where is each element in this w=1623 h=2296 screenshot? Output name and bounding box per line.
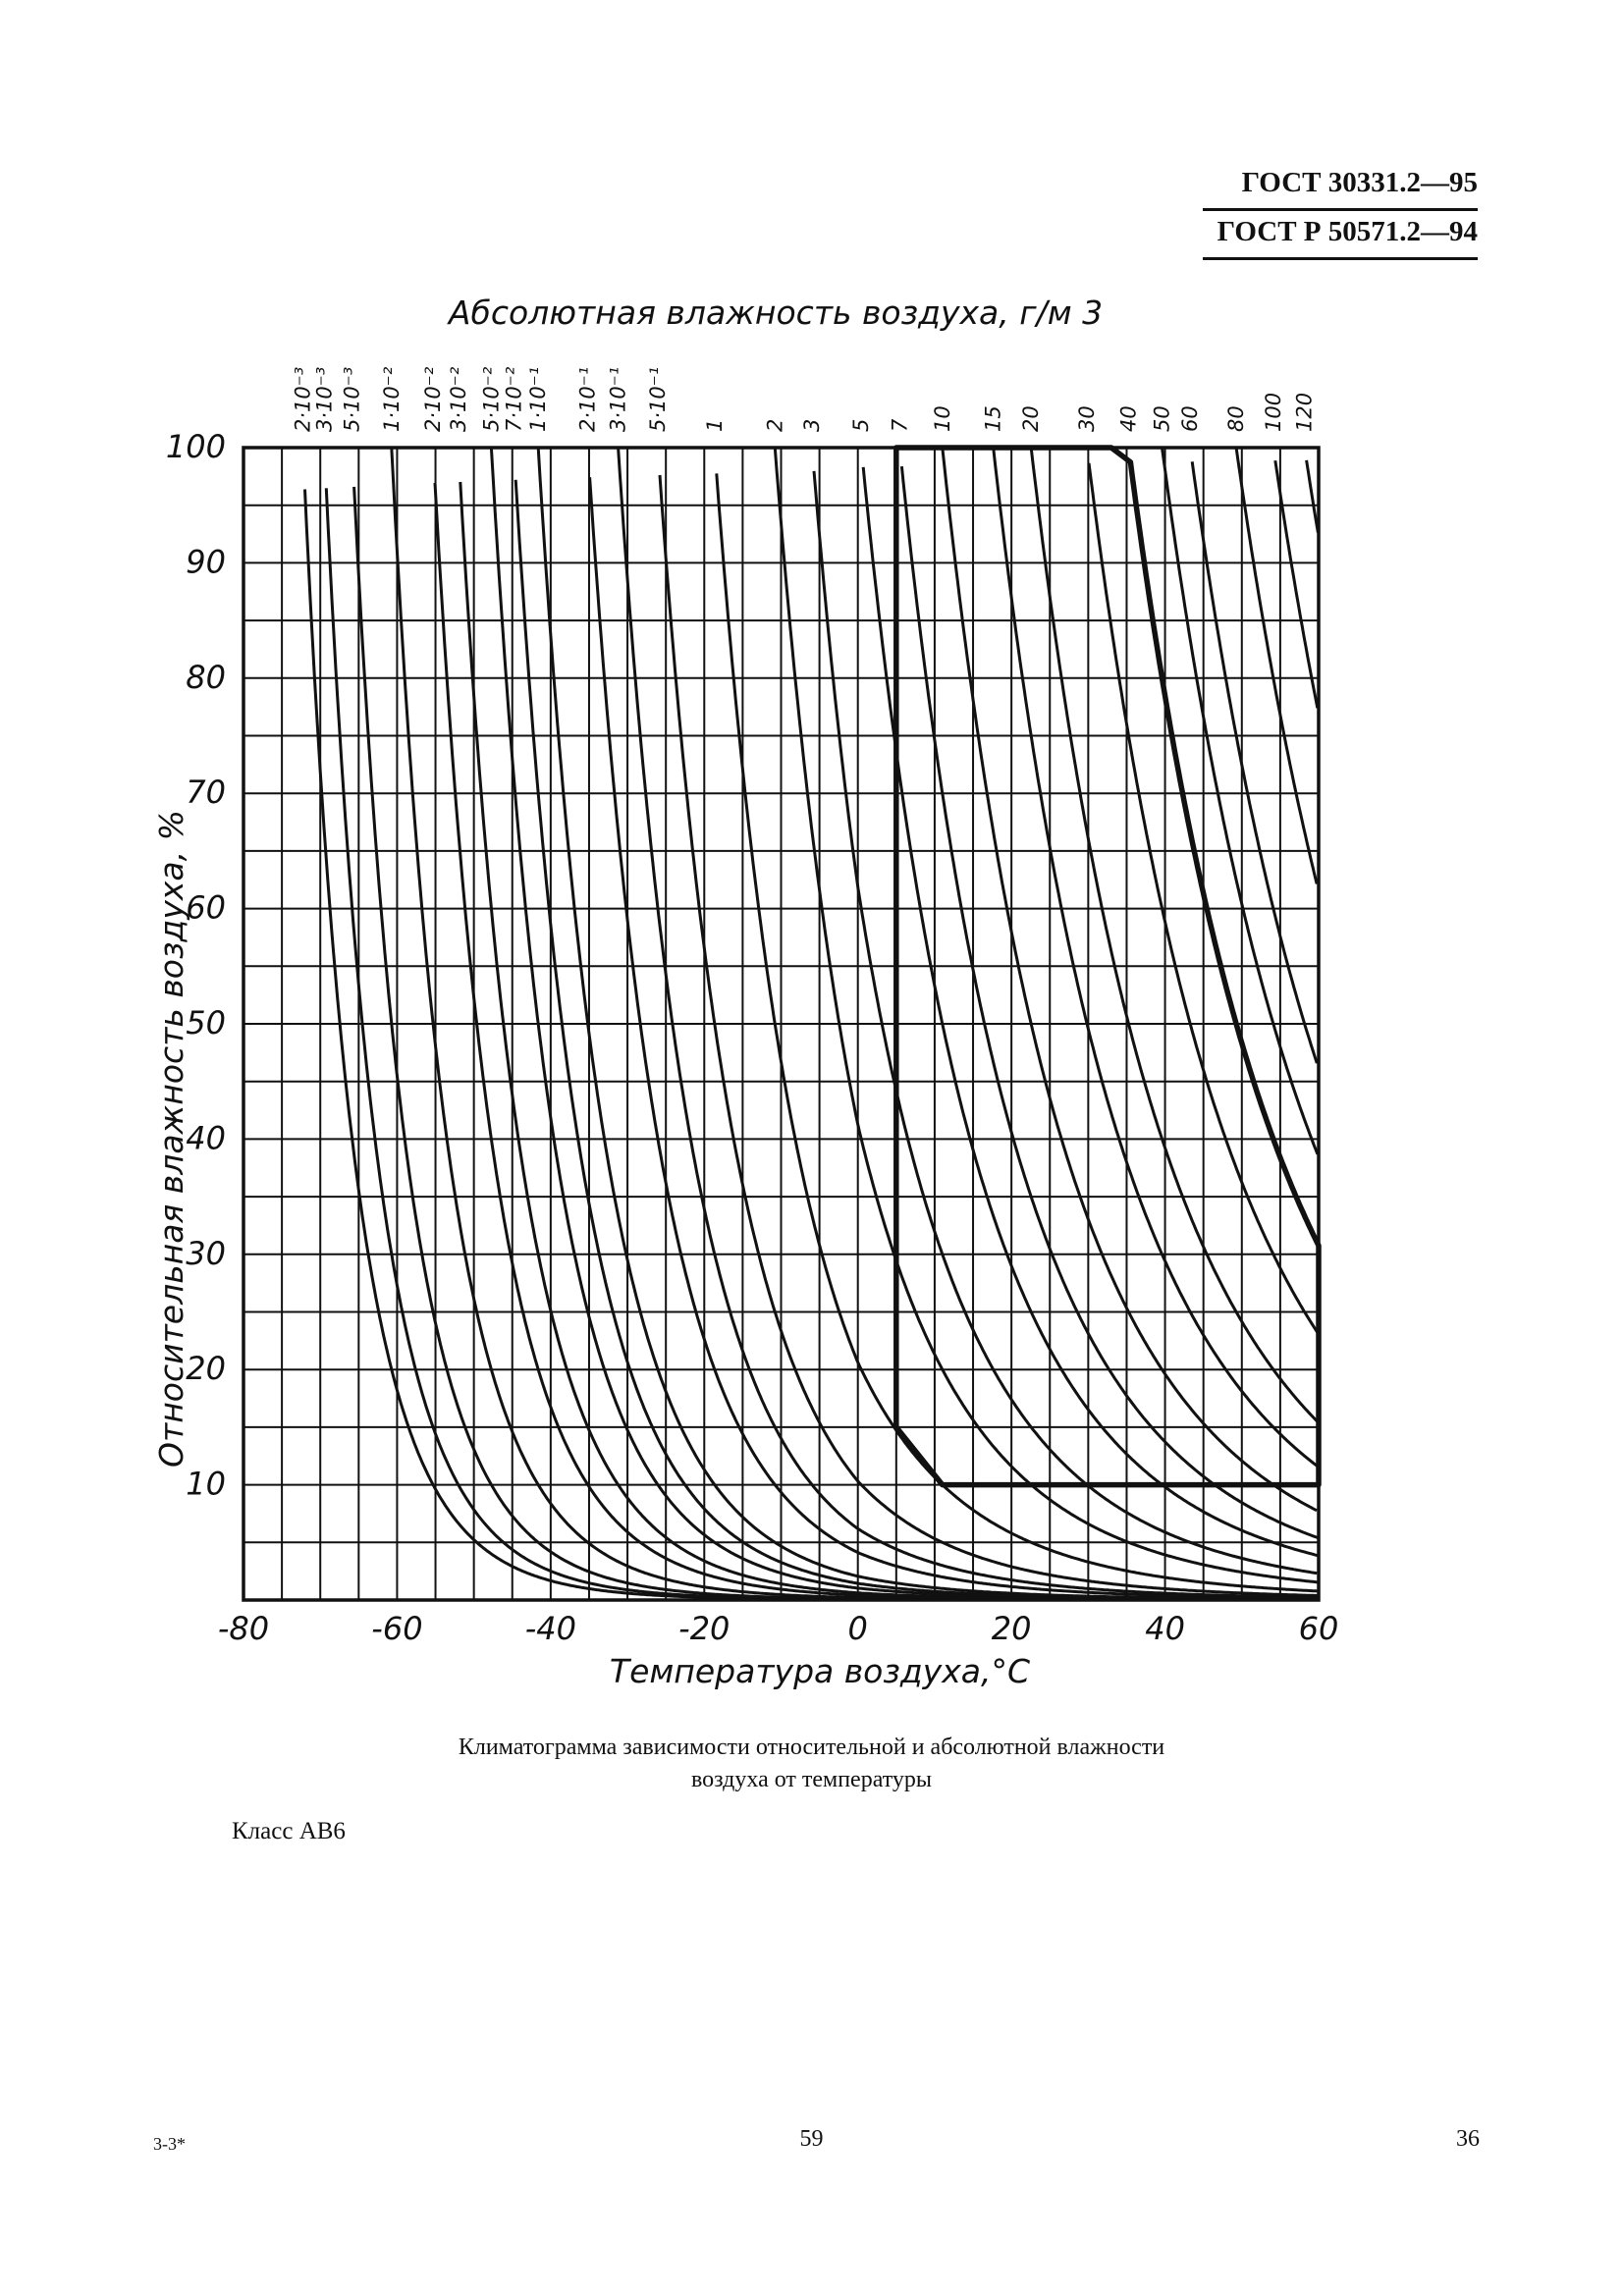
header-rule-2 (1203, 257, 1478, 260)
humidity-curve (617, 447, 1318, 1599)
class-region-boundary (893, 445, 1322, 1488)
humidity-curve (899, 465, 1320, 1540)
absolute-humidity-curves (303, 447, 1320, 1602)
humidity-label: 1·10⁻² (380, 366, 404, 432)
y-tick-label: 80 (186, 659, 226, 696)
footer-left: 3-3* (153, 2134, 186, 2154)
x-tick-label: 40 (1145, 1610, 1185, 1647)
y-tick-label: 10 (186, 1466, 226, 1503)
humidity-curve (1305, 459, 1320, 534)
humidity-label: 3·10⁻² (447, 366, 470, 432)
humidity-label: 5 (849, 419, 873, 432)
humidity-label: 120 (1293, 393, 1317, 432)
humidity-label: 5·10⁻² (479, 366, 503, 432)
humidity-label: 10 (931, 405, 954, 432)
humidity-label: 40 (1117, 405, 1141, 432)
x-tick-label: -40 (525, 1610, 576, 1647)
y-tick-label: 50 (186, 1004, 226, 1041)
humidity-label: 7 (888, 418, 911, 432)
page-number: 59 (799, 2126, 824, 2152)
humidity-label: 1·10⁻¹ (526, 367, 550, 432)
humidity-label: 2·10⁻³ (292, 367, 315, 432)
x-tick-label: 20 (992, 1610, 1032, 1647)
humidity-label: 50 (1151, 405, 1174, 432)
humidity-label: 3 (800, 419, 824, 432)
humidity-curve (1234, 447, 1319, 884)
humidity-label: 2·10⁻¹ (576, 367, 600, 432)
y-tick-label: 70 (186, 774, 226, 811)
humidity-curve (658, 474, 1319, 1597)
humidity-label: 5·10⁻¹ (646, 367, 670, 432)
humidity-curve (536, 447, 1319, 1601)
humidity-curve (715, 473, 1318, 1593)
y-tick-label: 30 (186, 1235, 226, 1272)
humidity-label: 15 (982, 405, 1005, 432)
class-label: Класс АВ6 (232, 1818, 346, 1844)
x-tick-label: 0 (848, 1610, 868, 1647)
humidity-curve (588, 477, 1318, 1600)
x-tick-label: 60 (1299, 1610, 1339, 1647)
humidity-label: 30 (1075, 405, 1099, 432)
y-axis-label: Относительная влажность воздуха, % (152, 810, 190, 1468)
x-axis-label: Температура воздуха,°С (610, 1652, 1030, 1690)
humidity-label: 2 (763, 419, 786, 432)
standard-number-1: ГОСТ 30331.2—95 (1241, 167, 1478, 198)
humidity-label: 5·10⁻³ (341, 367, 364, 432)
humidity-curve (303, 489, 1319, 1602)
x-tick-label: -20 (678, 1610, 730, 1647)
humidity-label: 7·10⁻² (502, 366, 525, 432)
plot-frame (242, 446, 1321, 1602)
top-axis-label: Абсолютная влажность воздуха, г/м 3 (447, 294, 1103, 332)
x-tick-labels: -80 -60 -40 -20 0 20 40 60 (218, 1610, 1338, 1647)
humidity-curve (1190, 461, 1319, 1064)
humidity-curve (1087, 462, 1319, 1334)
humidity-label: 3·10⁻³ (312, 367, 336, 432)
footer-right: 36 (1456, 2126, 1480, 2152)
y-tick-label: 60 (186, 889, 226, 927)
humidity-label: 60 (1178, 405, 1202, 432)
humidity-curve (941, 447, 1318, 1513)
humidity-curve (1161, 447, 1320, 1155)
humidity-curve (1029, 447, 1319, 1423)
humidity-label: 20 (1019, 405, 1043, 432)
y-tick-label: 20 (186, 1350, 226, 1387)
x-tick-label: -60 (371, 1610, 422, 1647)
humidity-curve (861, 466, 1319, 1558)
chart-grid (243, 447, 1320, 1601)
humidity-curve (433, 483, 1319, 1602)
standard-number-2: ГОСТ Р 50571.2—94 (1217, 216, 1478, 247)
y-tick-labels: 10 20 30 40 50 60 70 80 90 100 (166, 428, 226, 1503)
humidity-label: 1 (703, 419, 727, 432)
humidity-curve (352, 486, 1319, 1602)
humidity-label: 3·10⁻¹ (607, 367, 630, 432)
y-tick-label: 40 (186, 1119, 226, 1156)
climatogram-chart: -80 -60 -40 -20 0 20 40 60 10203040506070809010… (152, 294, 1338, 1690)
absolute-humidity-labels: 2·10⁻³3·10⁻³ 5·10⁻³ 1·10⁻² 2·10⁻² 3·10⁻² 5·10… (292, 366, 1317, 432)
y-tick-label: 100 (166, 428, 226, 465)
humidity-label: 100 (1262, 393, 1285, 432)
humidity-label: 80 (1224, 405, 1248, 432)
humidity-label: 2·10⁻² (421, 366, 445, 432)
humidity-curve (773, 447, 1319, 1584)
caption-line-1: Климатограмма зависимости относительной … (458, 1735, 1165, 1760)
y-tick-label: 90 (186, 543, 226, 580)
humidity-curve (1273, 459, 1320, 709)
humidity-curve (992, 447, 1320, 1468)
caption-line-2: воздуха от температуры (690, 1767, 933, 1792)
x-tick-label: -80 (218, 1610, 269, 1647)
header-rule-1 (1203, 208, 1478, 211)
humidity-curve (514, 479, 1319, 1601)
